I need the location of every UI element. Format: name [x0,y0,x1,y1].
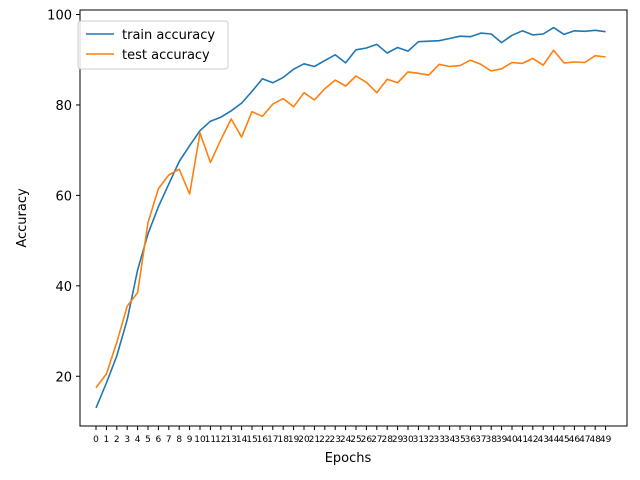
x-tick-label: 46 [569,435,581,445]
x-tick-label: 20 [298,435,310,445]
series-layer [95,26,606,409]
x-tick-label: 15 [246,435,257,445]
legend-label-train: train accuracy [122,28,215,43]
x-tick-label: 11 [205,435,216,445]
x-tick-label: 4 [135,435,141,445]
x-tick-label: 10 [194,435,206,445]
x-axis-title: Epochs [325,451,372,466]
x-tick-label: 7 [166,435,172,445]
x-tick-label: 41 [517,435,528,445]
x-tick-label: 3 [124,435,130,445]
x-tick-label: 2 [114,435,120,445]
x-tick-label: 43 [537,435,548,445]
x-tick-label: 22 [319,435,330,445]
x-tick-label: 28 [381,435,393,445]
x-tick-label: 5 [145,435,151,445]
x-tick-label: 38 [485,435,497,445]
y-tick-label: 100 [47,9,72,24]
x-tick-label: 18 [277,435,289,445]
x-tick-label: 17 [267,435,278,445]
plot-frame [79,9,628,427]
x-tick-label: 16 [257,435,269,445]
x-tick-label: 29 [392,435,404,445]
legend-label-test: test accuracy [122,48,210,63]
x-tick-label: 24 [340,435,352,445]
x-tick-label: 27 [371,435,382,445]
y-tick-label: 40 [55,280,72,295]
x-tick-label: 49 [600,435,612,445]
x-tick-label: 6 [156,435,162,445]
x-tick-label: 34 [444,435,456,445]
x-axis: 0 1 2 3 4 5 6 7 8 9 101112131415161718192021222324… [93,426,612,445]
y-axis: 20 40 60 80 100 [47,9,80,385]
train-accuracy-line [95,26,606,409]
y-tick-label: 60 [55,189,72,204]
x-tick-label: 1 [104,435,110,445]
y-axis-title: Accuracy [15,188,30,248]
x-tick-label: 26 [361,435,373,445]
x-tick-label: 39 [496,435,508,445]
x-tick-label: 32 [423,435,434,445]
x-tick-label: 47 [579,435,590,445]
y-tick-label: 20 [55,370,72,385]
x-tick-label: 0 [93,435,99,445]
x-tick-label: 35 [454,435,465,445]
x-tick-label: 19 [288,435,300,445]
legend: train accuracy test accuracy [77,20,229,70]
x-tick-label: 45 [558,435,569,445]
x-tick-label: 44 [548,435,560,445]
x-tick-label: 33 [433,435,444,445]
test-accuracy-line [95,49,606,389]
x-tick-label: 14 [236,435,248,445]
x-tick-label: 21 [309,435,320,445]
x-tick-label: 36 [465,435,477,445]
x-tick-label: 13 [225,435,236,445]
legend-box [77,20,229,70]
x-tick-label: 48 [589,435,601,445]
x-tick-label: 8 [176,435,182,445]
x-tick-label: 23 [329,435,340,445]
x-tick-label: 31 [413,435,424,445]
x-tick-label: 42 [527,435,538,445]
x-tick-label: 40 [506,435,518,445]
x-tick-label: 37 [475,435,486,445]
x-tick-label: 25 [350,435,361,445]
x-tick-label: 30 [402,435,414,445]
y-tick-label: 80 [55,99,72,114]
x-tick-label: 12 [215,435,226,445]
x-tick-label: 9 [187,435,193,445]
